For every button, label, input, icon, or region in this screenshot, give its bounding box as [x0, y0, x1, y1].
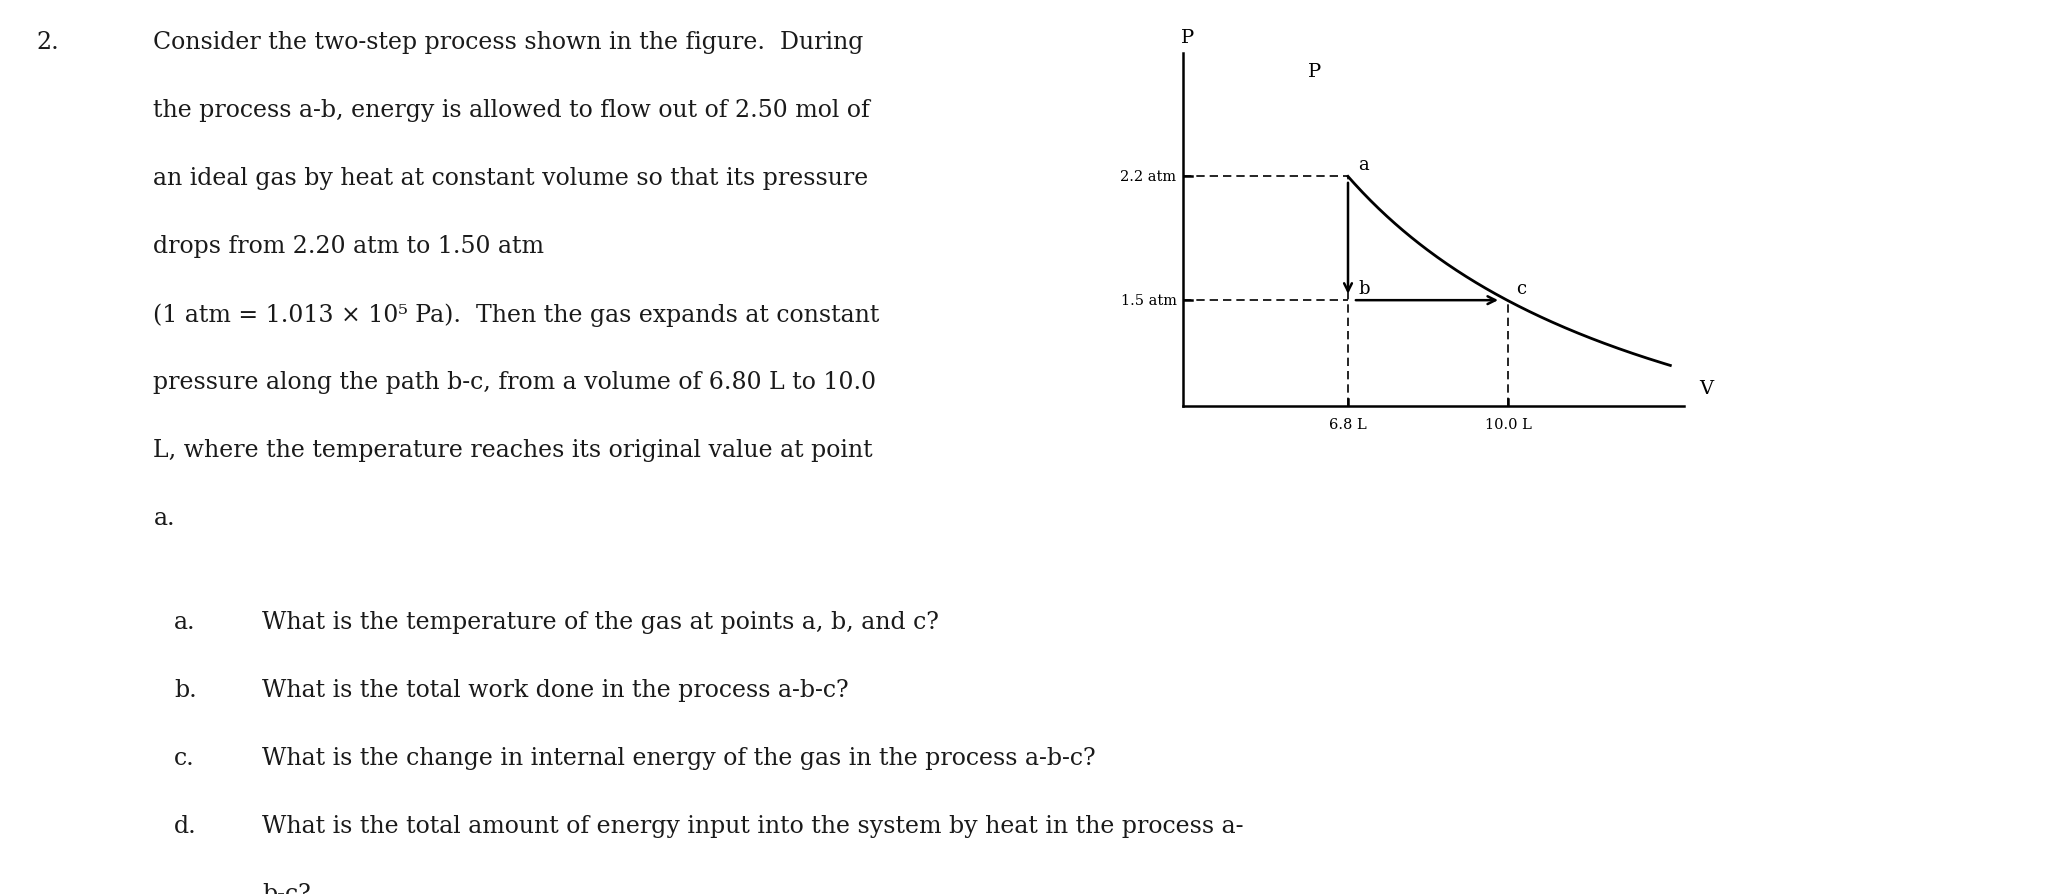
Text: c: c [1516, 279, 1526, 298]
Text: the process a-b, energy is allowed to flow out of 2.50 mol of: the process a-b, energy is allowed to fl… [153, 99, 870, 122]
Text: What is the change in internal energy of the gas in the process a-b-c?: What is the change in internal energy of… [262, 746, 1095, 770]
Text: 2.: 2. [37, 31, 59, 55]
Text: What is the total amount of energy input into the system by heat in the process : What is the total amount of energy input… [262, 814, 1244, 838]
Text: 6.8 L: 6.8 L [1330, 417, 1367, 431]
Text: 2.2 atm: 2.2 atm [1121, 170, 1176, 184]
Text: pressure along the path b-c, from a volume of 6.80 L to 10.0: pressure along the path b-c, from a volu… [153, 371, 876, 394]
Text: What is the temperature of the gas at points a, b, and c?: What is the temperature of the gas at po… [262, 611, 939, 634]
Text: What is the total work done in the process a-b-c?: What is the total work done in the proce… [262, 679, 849, 702]
Text: (1 atm = 1.013 × 10⁵ Pa).  Then the gas expands at constant: (1 atm = 1.013 × 10⁵ Pa). Then the gas e… [153, 303, 880, 326]
Text: a.: a. [174, 611, 196, 634]
Text: drops from 2.20 atm to 1.50 atm: drops from 2.20 atm to 1.50 atm [153, 235, 544, 258]
Text: an ideal gas by heat at constant volume so that its pressure: an ideal gas by heat at constant volume … [153, 167, 870, 190]
Text: a: a [1359, 156, 1369, 173]
Text: d.: d. [174, 814, 196, 838]
Text: Consider the two-step process shown in the figure.  During: Consider the two-step process shown in t… [153, 31, 863, 55]
Text: P: P [1307, 63, 1322, 80]
Text: L, where the temperature reaches its original value at point: L, where the temperature reaches its ori… [153, 439, 874, 462]
Text: P: P [1181, 29, 1195, 46]
Text: 10.0 L: 10.0 L [1485, 417, 1532, 431]
Text: b: b [1359, 279, 1369, 298]
Text: b-c?: b-c? [262, 882, 311, 894]
Text: V: V [1698, 380, 1713, 398]
Text: a.: a. [153, 507, 176, 530]
Text: 1.5 atm: 1.5 atm [1121, 294, 1176, 308]
Text: c.: c. [174, 746, 194, 770]
Text: b.: b. [174, 679, 196, 702]
